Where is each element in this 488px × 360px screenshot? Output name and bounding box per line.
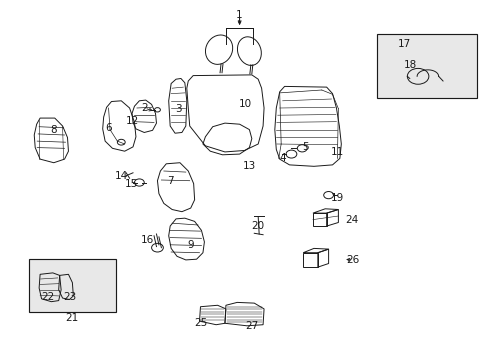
- Text: 20: 20: [251, 221, 264, 231]
- Text: 17: 17: [397, 39, 411, 49]
- Text: 1: 1: [236, 10, 243, 20]
- Text: 15: 15: [124, 179, 138, 189]
- Text: 5: 5: [302, 142, 308, 152]
- Text: 25: 25: [193, 318, 207, 328]
- Text: 16: 16: [141, 235, 154, 246]
- Text: 6: 6: [105, 123, 112, 133]
- Text: 3: 3: [175, 104, 182, 114]
- Text: 8: 8: [50, 125, 57, 135]
- Text: 26: 26: [346, 255, 359, 265]
- Text: 10: 10: [239, 99, 251, 109]
- Text: 27: 27: [245, 321, 259, 331]
- Text: 12: 12: [125, 116, 139, 126]
- Text: 14: 14: [114, 171, 128, 181]
- Text: 7: 7: [166, 176, 173, 186]
- Text: 22: 22: [41, 292, 55, 302]
- Text: 21: 21: [65, 312, 79, 323]
- Bar: [376, 34, 476, 98]
- Text: 11: 11: [330, 147, 344, 157]
- Text: 4: 4: [279, 153, 285, 163]
- Text: 23: 23: [62, 292, 76, 302]
- Text: 2: 2: [141, 103, 147, 113]
- Text: 9: 9: [187, 240, 194, 250]
- Text: 24: 24: [345, 215, 358, 225]
- Text: 19: 19: [330, 193, 344, 203]
- Text: 18: 18: [403, 60, 417, 70]
- Bar: [29, 259, 116, 312]
- Text: 13: 13: [242, 161, 256, 171]
